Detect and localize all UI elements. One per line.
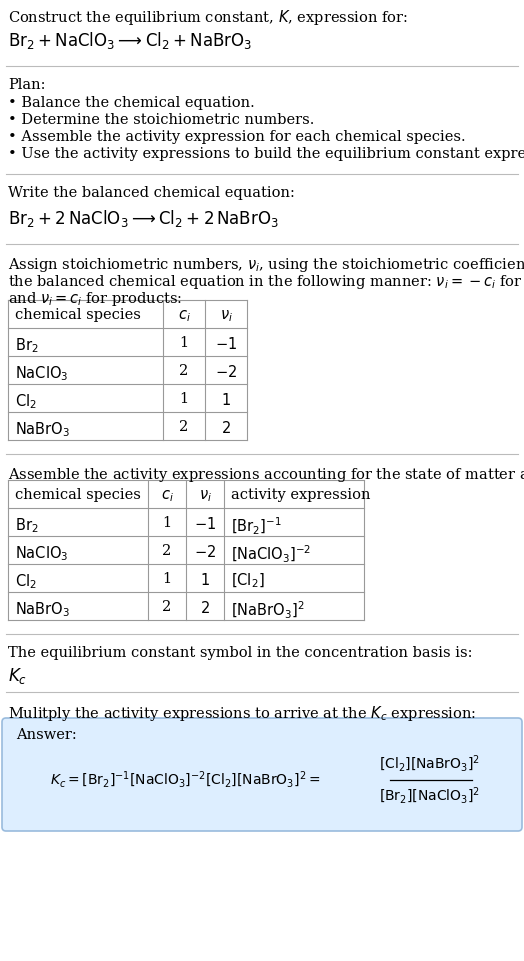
Text: and $\nu_i = c_i$ for products:: and $\nu_i = c_i$ for products: (8, 290, 182, 308)
Text: Write the balanced chemical equation:: Write the balanced chemical equation: (8, 186, 295, 200)
Text: $-1$: $-1$ (215, 336, 237, 352)
Text: Construct the equilibrium constant, $K$, expression for:: Construct the equilibrium constant, $K$,… (8, 8, 408, 27)
Text: $\mathrm{Br_2}$: $\mathrm{Br_2}$ (15, 516, 39, 534)
Text: $K_c = [\mathrm{Br_2}]^{-1} [\mathrm{NaClO_3}]^{-2} [\mathrm{Cl_2}][\mathrm{NaBr: $K_c = [\mathrm{Br_2}]^{-1} [\mathrm{NaC… (50, 770, 321, 790)
Text: $\nu_i$: $\nu_i$ (199, 488, 212, 504)
Text: $[\mathrm{Cl_2}][\mathrm{NaBrO_3}]^2$: $[\mathrm{Cl_2}][\mathrm{NaBrO_3}]^2$ (379, 753, 481, 775)
Text: $\mathrm{Br_2 + NaClO_3 \longrightarrow Cl_2 + NaBrO_3}$: $\mathrm{Br_2 + NaClO_3 \longrightarrow … (8, 30, 253, 51)
Text: • Balance the chemical equation.: • Balance the chemical equation. (8, 96, 255, 110)
Text: $\mathrm{Br_2}$: $\mathrm{Br_2}$ (15, 336, 39, 355)
Text: $1$: $1$ (221, 392, 231, 408)
Text: $\mathrm{Br_2 + 2\,NaClO_3 \longrightarrow Cl_2 + 2\,NaBrO_3}$: $\mathrm{Br_2 + 2\,NaClO_3 \longrightarr… (8, 208, 279, 229)
Text: $[\mathrm{Br_2}]^{-1}$: $[\mathrm{Br_2}]^{-1}$ (231, 516, 282, 537)
Text: $\mathrm{NaBrO_3}$: $\mathrm{NaBrO_3}$ (15, 420, 70, 439)
Text: • Use the activity expressions to build the equilibrium constant expression.: • Use the activity expressions to build … (8, 147, 524, 161)
Text: activity expression: activity expression (231, 488, 370, 502)
Text: $[\mathrm{NaBrO_3}]^2$: $[\mathrm{NaBrO_3}]^2$ (231, 600, 304, 621)
Text: Plan:: Plan: (8, 78, 46, 92)
Text: • Determine the stoichiometric numbers.: • Determine the stoichiometric numbers. (8, 113, 314, 127)
Text: 2: 2 (162, 544, 172, 558)
Text: chemical species: chemical species (15, 308, 141, 322)
Text: chemical species: chemical species (15, 488, 141, 502)
Text: 2: 2 (162, 600, 172, 614)
Text: 1: 1 (162, 572, 171, 586)
Text: $[\mathrm{NaClO_3}]^{-2}$: $[\mathrm{NaClO_3}]^{-2}$ (231, 544, 311, 565)
Text: $K_c$: $K_c$ (8, 666, 27, 686)
Text: The equilibrium constant symbol in the concentration basis is:: The equilibrium constant symbol in the c… (8, 646, 473, 660)
Text: the balanced chemical equation in the following manner: $\nu_i = -c_i$ for react: the balanced chemical equation in the fo… (8, 273, 524, 291)
Text: $[\mathrm{Cl_2}]$: $[\mathrm{Cl_2}]$ (231, 572, 265, 590)
Text: 1: 1 (162, 516, 171, 530)
Text: Answer:: Answer: (16, 728, 77, 742)
Text: Assemble the activity expressions accounting for the state of matter and $\nu_i$: Assemble the activity expressions accoun… (8, 466, 524, 484)
Text: $\mathrm{NaClO_3}$: $\mathrm{NaClO_3}$ (15, 544, 69, 563)
Text: $[\mathrm{Br_2}][\mathrm{NaClO_3}]^2$: $[\mathrm{Br_2}][\mathrm{NaClO_3}]^2$ (379, 786, 481, 806)
Text: $c_i$: $c_i$ (160, 488, 173, 504)
Text: Assign stoichiometric numbers, $\nu_i$, using the stoichiometric coefficients, $: Assign stoichiometric numbers, $\nu_i$, … (8, 256, 524, 274)
Text: 1: 1 (179, 392, 189, 406)
Text: 1: 1 (179, 336, 189, 350)
Text: $-2$: $-2$ (194, 544, 216, 560)
Text: $-1$: $-1$ (194, 516, 216, 532)
Text: 2: 2 (179, 420, 189, 434)
Text: $\mathrm{Cl_2}$: $\mathrm{Cl_2}$ (15, 392, 37, 410)
Text: $2$: $2$ (200, 600, 210, 616)
Text: 2: 2 (179, 364, 189, 378)
Text: $2$: $2$ (221, 420, 231, 436)
Text: Mulitply the activity expressions to arrive at the $K_c$ expression:: Mulitply the activity expressions to arr… (8, 704, 476, 723)
Text: $\mathrm{NaBrO_3}$: $\mathrm{NaBrO_3}$ (15, 600, 70, 619)
Text: $-2$: $-2$ (215, 364, 237, 380)
Text: $\nu_i$: $\nu_i$ (220, 308, 233, 324)
Text: • Assemble the activity expression for each chemical species.: • Assemble the activity expression for e… (8, 130, 466, 144)
FancyBboxPatch shape (2, 718, 522, 831)
Text: $\mathrm{NaClO_3}$: $\mathrm{NaClO_3}$ (15, 364, 69, 382)
Text: $1$: $1$ (200, 572, 210, 588)
Text: $c_i$: $c_i$ (178, 308, 190, 324)
Text: $\mathrm{Cl_2}$: $\mathrm{Cl_2}$ (15, 572, 37, 591)
